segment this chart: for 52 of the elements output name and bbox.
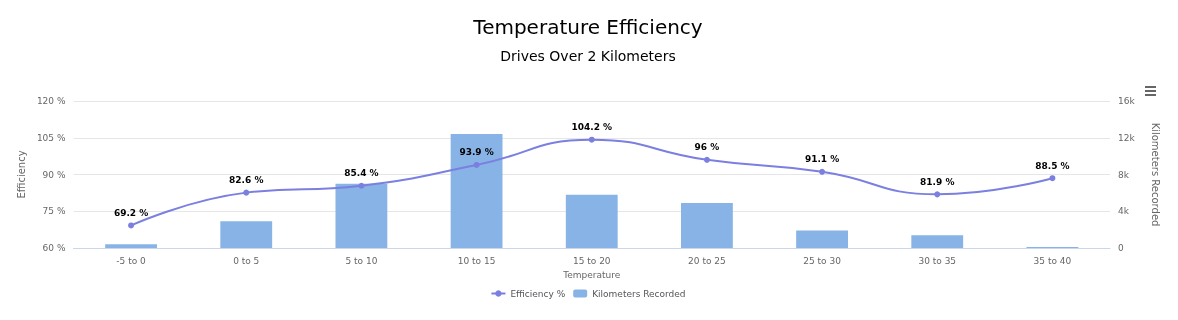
x-tick-label: 5 to 10: [345, 255, 378, 266]
bar: [565, 194, 618, 248]
bar: [911, 235, 964, 248]
data-label: 85.4 %: [344, 168, 379, 179]
point: [128, 222, 135, 229]
x-tick-label: 0 to 5: [233, 255, 260, 266]
x-tick-label: 35 to 40: [1033, 255, 1072, 266]
point: [473, 161, 480, 168]
y-tick-label: 60 %: [42, 243, 66, 253]
point: [243, 189, 250, 196]
y2-axis-title: Kilometers Recorded: [1149, 122, 1161, 227]
data-label: 96 %: [694, 142, 720, 153]
y2-tick-label: 16k: [1118, 96, 1136, 106]
x-axis-title: Temperature: [562, 269, 621, 280]
y2-tick-label: 4k: [1118, 206, 1130, 217]
x-tick-label: 25 to 30: [803, 255, 842, 266]
point: [819, 168, 826, 175]
y-axis-title: Efficiency: [15, 150, 27, 199]
data-label: 81.9 %: [920, 176, 955, 187]
bar: [220, 221, 273, 248]
point: [934, 191, 941, 198]
chart-subtitle: Drives Over 2 Kilometers: [500, 48, 676, 64]
bar: [105, 244, 157, 248]
bar: [796, 230, 848, 248]
point: [703, 156, 710, 163]
data-label: 82.6 %: [229, 175, 264, 186]
data-label: 104.2 %: [571, 122, 613, 133]
data-label: 93.9 %: [459, 147, 494, 158]
legend-label: Efficiency %: [510, 288, 566, 299]
chart-title: Temperature Efficiency: [472, 15, 703, 39]
data-label: 69.2 %: [113, 207, 149, 218]
x-tick-label: -5 to 0: [116, 255, 147, 266]
bar: [681, 202, 733, 248]
data-label: 88.5 %: [1035, 160, 1070, 171]
x-tick-label: 30 to 35: [918, 255, 957, 266]
y-tick-label: 75 %: [42, 206, 66, 217]
point: [358, 182, 365, 189]
y2-tick-label: 12k: [1118, 132, 1136, 143]
legend-label: Kilometers Recorded: [592, 288, 686, 299]
x-tick-label: 20 to 25: [688, 255, 726, 266]
y2-tick-label: 8k: [1118, 169, 1130, 180]
data-label: 91.1 %: [804, 154, 840, 165]
y-tick-label: 105 %: [36, 132, 66, 143]
y-tick-label: 90 %: [42, 169, 66, 180]
y2-tick-label: 0: [1118, 243, 1124, 253]
bar: [335, 183, 388, 248]
point: [1049, 175, 1056, 182]
y-tick-label: 120 %: [36, 96, 66, 106]
point: [588, 136, 595, 143]
x-tick-label: 15 to 20: [572, 255, 611, 266]
bar: [450, 134, 503, 248]
x-tick-label: 10 to 15: [457, 255, 496, 266]
